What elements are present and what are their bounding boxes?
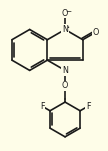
Text: O: O [62, 9, 68, 18]
Text: F: F [40, 102, 44, 111]
Text: O: O [93, 27, 99, 37]
Text: •: • [66, 25, 69, 30]
Text: N: N [62, 25, 68, 34]
Text: −: − [65, 9, 71, 15]
Text: F: F [86, 102, 90, 111]
Text: N: N [62, 66, 68, 75]
Text: O: O [62, 81, 68, 90]
